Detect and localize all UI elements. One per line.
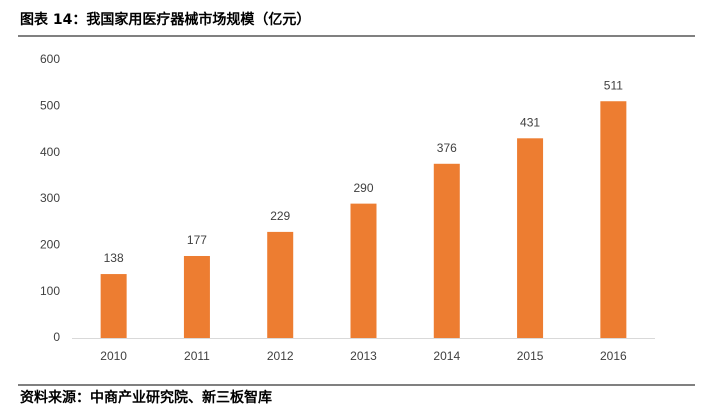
data-label: 177 <box>187 233 207 247</box>
data-label: 138 <box>104 251 124 265</box>
y-tick-label: 200 <box>40 238 60 252</box>
x-tick-label: 2013 <box>350 349 377 363</box>
data-label: 290 <box>353 181 373 195</box>
y-tick-label: 300 <box>40 191 60 205</box>
y-tick-label: 0 <box>53 330 60 344</box>
data-label: 229 <box>270 209 290 223</box>
x-tick-label: 2014 <box>433 349 460 363</box>
chart-title: 图表 14：我国家用医疗器械市场规模（亿元） <box>20 11 310 28</box>
data-label: 431 <box>520 115 540 129</box>
bar <box>350 203 377 338</box>
bar <box>183 255 210 338</box>
bar <box>517 138 544 338</box>
data-label: 511 <box>604 78 623 92</box>
bar <box>267 231 294 338</box>
y-tick-label: 400 <box>40 145 60 159</box>
bar <box>600 101 627 338</box>
x-tick-label: 2010 <box>100 349 127 363</box>
source: 资料来源：中商产业研究院、新三板智库 <box>20 389 272 406</box>
x-tick-label: 2016 <box>600 349 627 363</box>
y-tick-label: 600 <box>40 52 60 66</box>
data-label: 376 <box>437 141 457 155</box>
x-tick-label: 2012 <box>267 349 294 363</box>
x-tick-label: 2015 <box>517 349 544 363</box>
y-tick-label: 100 <box>40 284 60 298</box>
y-tick-label: 500 <box>40 99 60 113</box>
bar <box>433 163 460 338</box>
bar <box>100 274 127 338</box>
x-tick-label: 2011 <box>184 349 210 363</box>
